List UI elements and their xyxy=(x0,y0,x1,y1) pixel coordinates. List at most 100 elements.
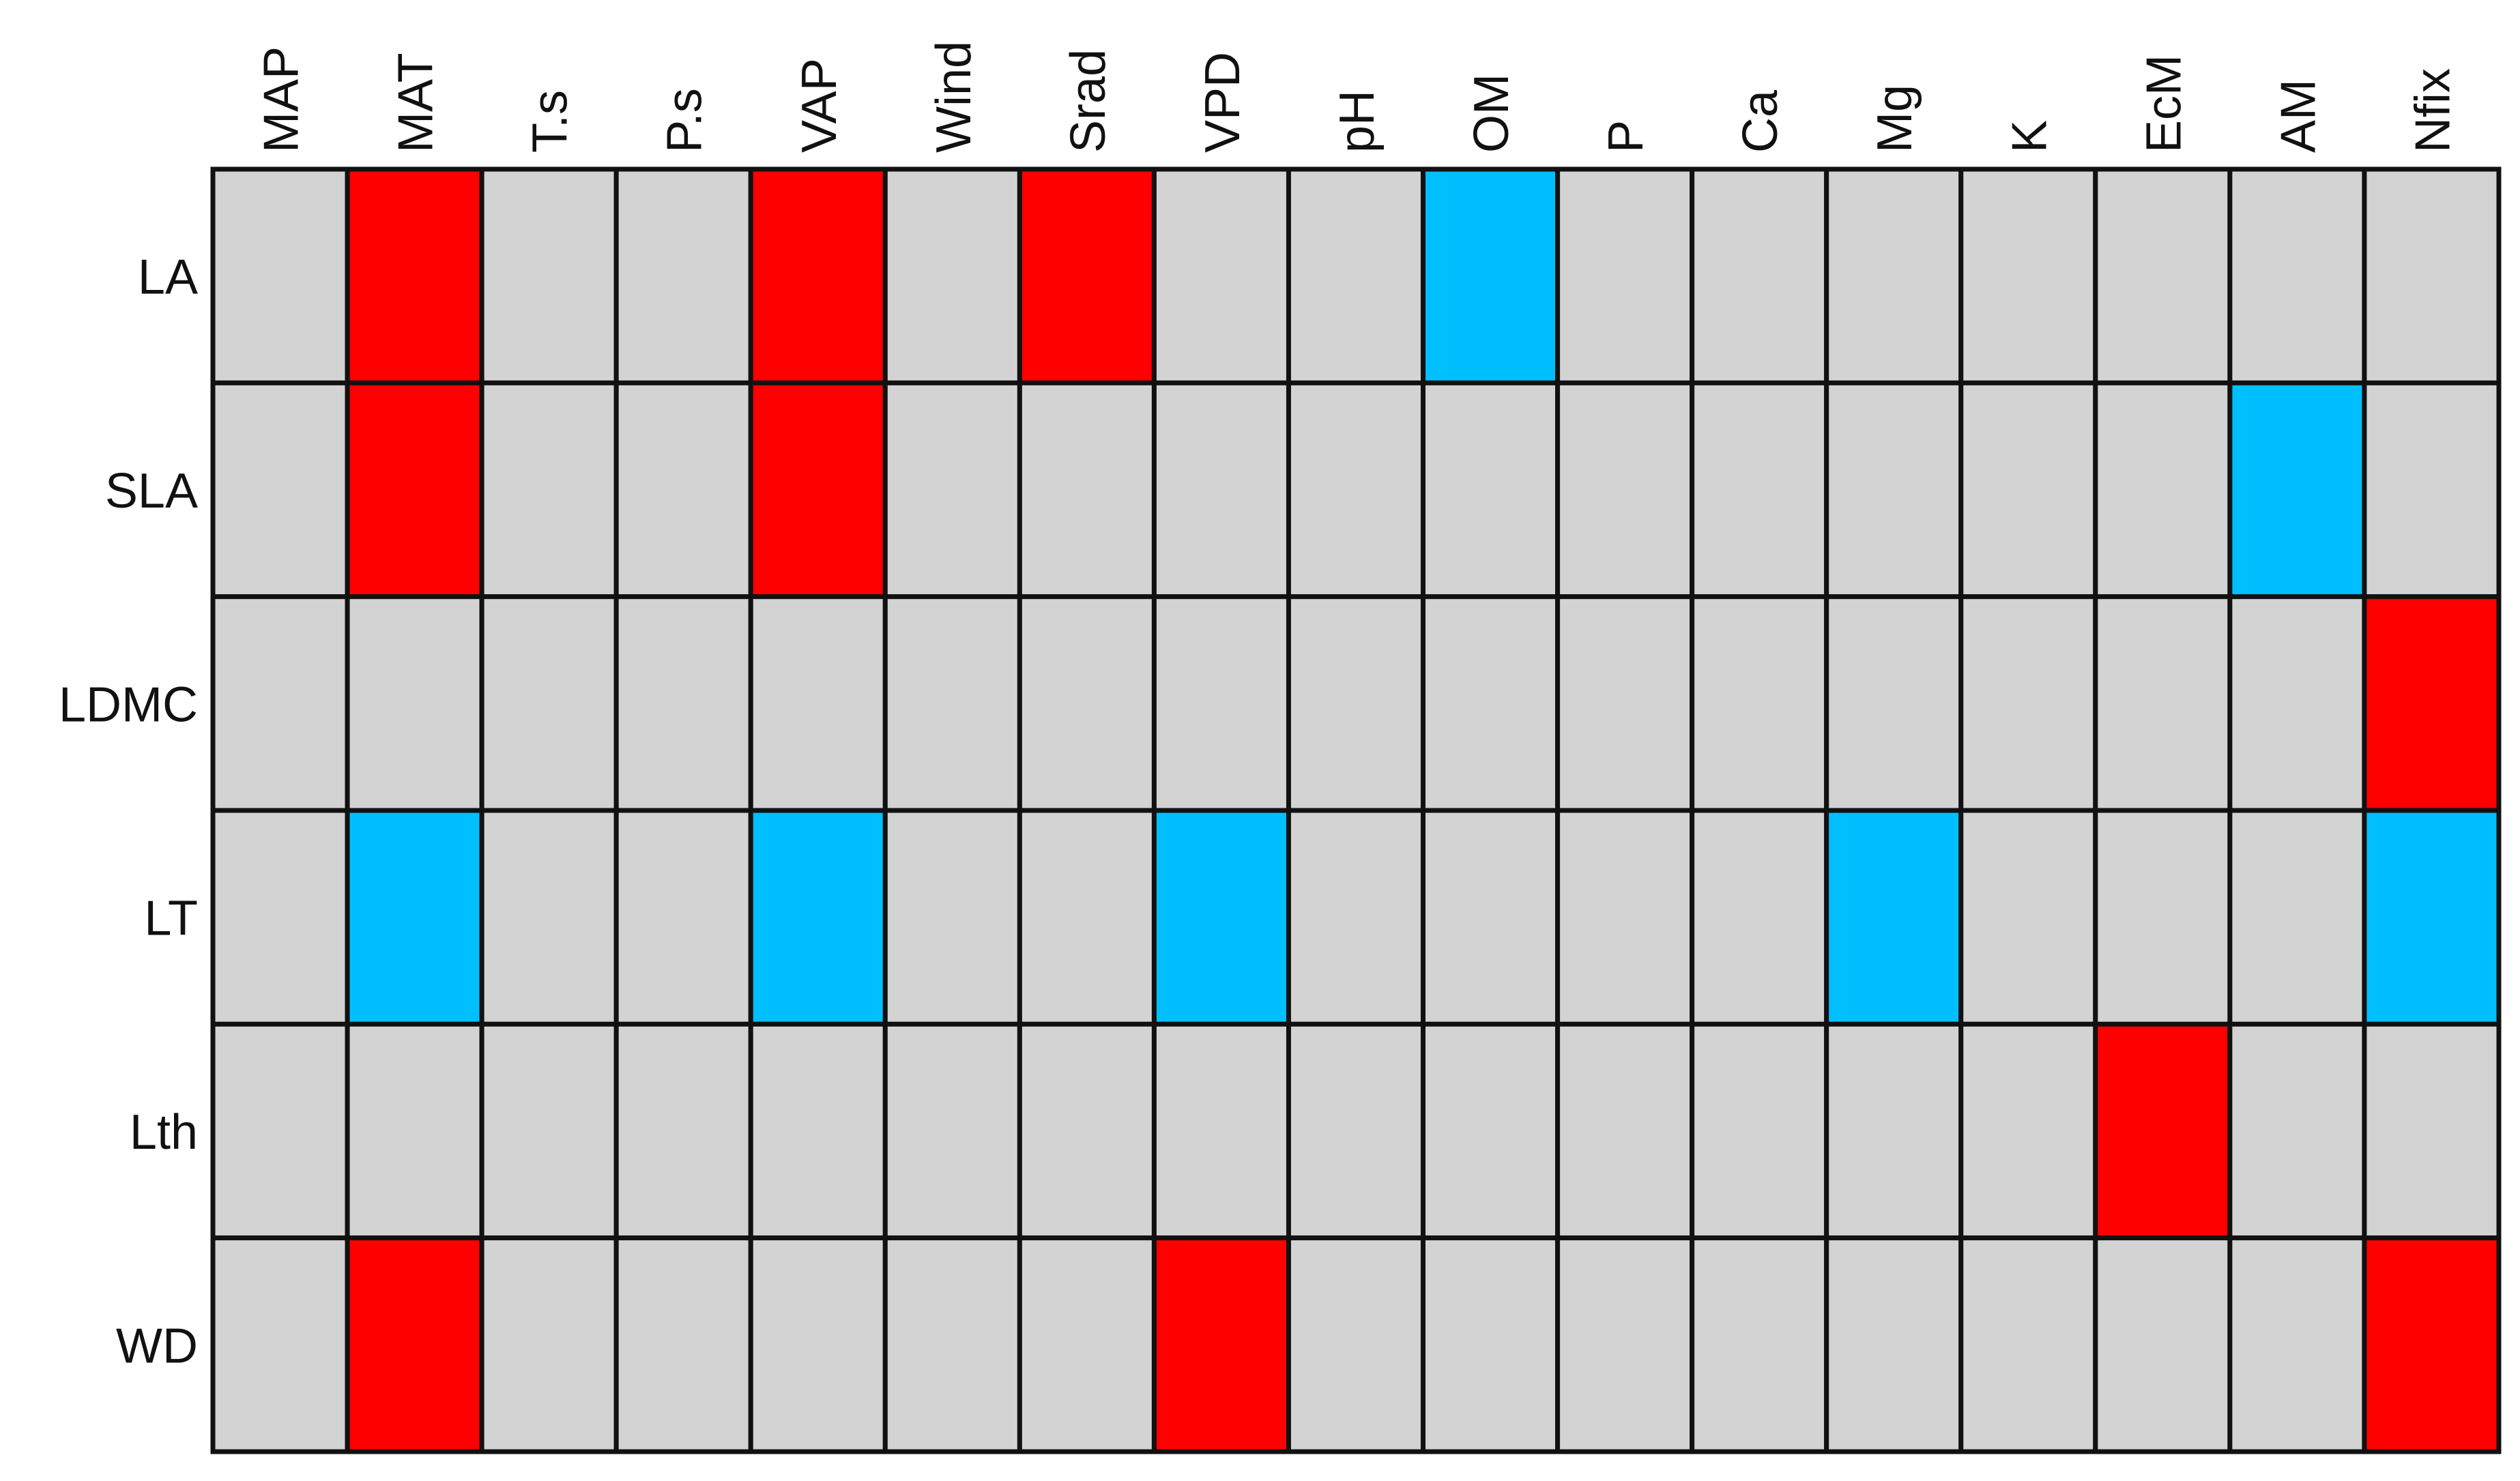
row-label: SLA xyxy=(105,464,198,518)
column-label: VPD xyxy=(1196,52,1250,153)
cell xyxy=(1690,166,1829,385)
cell xyxy=(1958,166,2098,385)
cell xyxy=(2093,594,2233,813)
column-label: Ca xyxy=(1733,89,1788,153)
column-label: AM xyxy=(2271,79,2326,153)
cell xyxy=(479,1235,619,1454)
cell xyxy=(1690,1021,1829,1241)
cell xyxy=(748,1021,888,1241)
cell xyxy=(1017,1021,1157,1241)
cell xyxy=(1824,808,1964,1027)
cell xyxy=(1824,380,1964,600)
cell xyxy=(1151,808,1291,1027)
cell xyxy=(1017,166,1157,385)
cell xyxy=(2227,166,2367,385)
cell xyxy=(748,380,888,600)
column-label: K xyxy=(2002,120,2057,153)
cell xyxy=(1151,380,1291,600)
cell xyxy=(882,166,1022,385)
cell xyxy=(2362,594,2502,813)
cell xyxy=(210,1235,350,1454)
column-label: MAT xyxy=(389,53,444,153)
column-label: Srad xyxy=(1061,49,1116,153)
cell xyxy=(1824,1021,1964,1241)
cell xyxy=(1286,594,1426,813)
cell xyxy=(2227,1021,2367,1241)
cell xyxy=(1958,1235,2098,1454)
cell xyxy=(882,1021,1022,1241)
cell xyxy=(479,166,619,385)
cell xyxy=(479,808,619,1027)
column-label: OM xyxy=(1464,74,1519,153)
cell xyxy=(345,166,484,385)
cell xyxy=(2227,808,2367,1027)
cell xyxy=(479,380,619,600)
cell xyxy=(345,594,484,813)
column-label: EcM xyxy=(2137,55,2191,153)
cell xyxy=(613,808,753,1027)
cell xyxy=(1017,380,1157,600)
cell xyxy=(2362,808,2502,1027)
column-label: MAP xyxy=(255,46,309,153)
cell xyxy=(1017,594,1157,813)
cell xyxy=(613,1021,753,1241)
cell xyxy=(1690,380,1829,600)
cell xyxy=(2093,808,2233,1027)
cell xyxy=(748,594,888,813)
cell xyxy=(1555,1021,1695,1241)
cell xyxy=(2362,1235,2502,1454)
cell xyxy=(748,166,888,385)
cell xyxy=(1017,1235,1157,1454)
cell xyxy=(345,1021,484,1241)
cell xyxy=(2227,594,2367,813)
cell xyxy=(882,1235,1022,1454)
cell xyxy=(613,380,753,600)
cell xyxy=(2362,380,2502,600)
cell xyxy=(2362,1021,2502,1241)
cell xyxy=(1421,594,1561,813)
cell xyxy=(2093,380,2233,600)
cell xyxy=(613,594,753,813)
column-label: Wind xyxy=(927,41,981,153)
row-label: Lth xyxy=(130,1105,198,1160)
cell xyxy=(1421,380,1561,600)
cell xyxy=(1824,166,1964,385)
cell xyxy=(1958,380,2098,600)
cell xyxy=(1555,808,1695,1027)
row-label: LDMC xyxy=(59,677,198,732)
cell xyxy=(1555,1235,1695,1454)
column-label: T.s xyxy=(523,90,578,153)
column-label: Nfix xyxy=(2405,68,2460,153)
cell xyxy=(210,594,350,813)
cell xyxy=(1824,1235,1964,1454)
cell xyxy=(613,1235,753,1454)
cell xyxy=(210,1021,350,1241)
cell xyxy=(210,380,350,600)
cell xyxy=(1421,808,1561,1027)
column-label: P xyxy=(1599,120,1653,153)
cell xyxy=(345,808,484,1027)
cell xyxy=(2227,380,2367,600)
cell xyxy=(1690,808,1829,1027)
cell xyxy=(1555,166,1695,385)
cell xyxy=(613,166,753,385)
cell xyxy=(210,808,350,1027)
cell xyxy=(210,166,350,385)
cell xyxy=(1958,1021,2098,1241)
cell xyxy=(1958,594,2098,813)
cell xyxy=(1017,808,1157,1027)
cell xyxy=(882,594,1022,813)
cell xyxy=(1286,808,1426,1027)
cell xyxy=(1286,1021,1426,1241)
cell xyxy=(345,1235,484,1454)
cell xyxy=(1151,1235,1291,1454)
column-label: pH xyxy=(1330,90,1385,153)
cell xyxy=(2093,166,2233,385)
cell xyxy=(882,380,1022,600)
cell xyxy=(1824,594,1964,813)
cell xyxy=(2093,1235,2233,1454)
cell xyxy=(2362,166,2502,385)
cell xyxy=(882,808,1022,1027)
row-label: LT xyxy=(144,892,198,946)
